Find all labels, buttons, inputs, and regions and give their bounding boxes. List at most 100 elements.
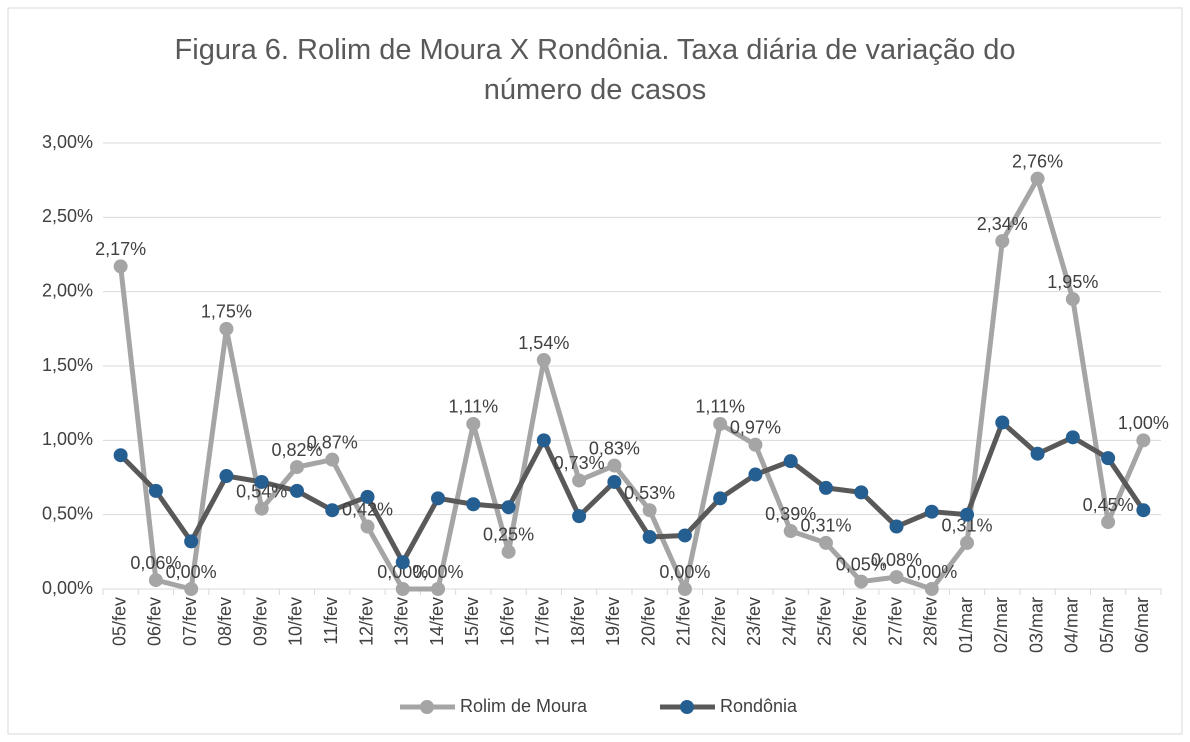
data-point [360,519,375,534]
data-point [572,473,587,488]
data-point [1136,503,1151,518]
data-point [501,544,516,559]
x-tick-label: 19/fev [603,597,623,646]
data-point [254,501,269,516]
data-point [677,582,692,596]
data-point [1101,515,1116,530]
data-point [325,503,340,518]
x-tick-label: 28/fev [921,597,941,646]
data-point [960,535,975,550]
data-label: 0,31% [800,516,851,536]
data-point [219,321,234,336]
data-point [1065,430,1080,445]
x-tick-label: 05/fev [109,597,129,646]
data-point [360,489,375,504]
x-tick-label: 27/fev [885,597,905,646]
x-tick-label: 14/fev [427,597,447,646]
data-point [607,458,622,473]
data-point [466,416,481,431]
data-point [677,528,692,543]
x-tick-label: 20/fev [638,597,658,646]
x-tick-label: 05/mar [1097,597,1117,653]
data-label: 1,75% [201,302,252,322]
data-label: 0,00% [906,562,957,582]
x-tick-label: 04/mar [1062,597,1082,653]
data-point [325,452,340,467]
data-label: 0,00% [413,562,464,582]
data-point [995,234,1010,249]
x-tick-label: 10/fev [286,597,306,646]
data-point [818,480,833,495]
data-point [501,500,516,515]
data-point [466,497,481,512]
data-label: 0,54% [236,481,287,501]
data-point [431,582,446,596]
data-point [642,529,657,544]
x-tick-label: 11/fev [321,597,341,645]
y-tick-label: 1,50% [42,355,93,375]
data-point [1136,433,1151,448]
data-point [1030,446,1045,461]
data-point [148,573,163,588]
data-point [1101,451,1116,466]
data-label: 0,39% [765,504,816,524]
data-label: 2,17% [95,239,146,259]
data-label: 2,34% [977,214,1028,234]
data-point [536,353,551,368]
data-label: 0,82% [271,440,322,460]
data-point [889,570,904,585]
data-point [1030,171,1045,186]
x-tick-label: 01/mar [956,597,976,653]
data-label: 1,00% [1118,413,1169,433]
x-tick-label: 06/mar [1132,597,1152,653]
data-point [960,507,975,522]
data-label: 0,00% [166,562,217,582]
data-label: 0,05% [836,554,887,574]
data-label: 0,73% [554,453,605,473]
x-tick-label: 13/fev [392,597,412,646]
data-point [289,483,304,498]
x-tick-label: 17/fev [533,597,553,646]
data-point [395,555,410,570]
y-tick-label: 1,00% [42,429,93,449]
data-point [713,416,728,431]
chart-title: Figura 6. Rolim de Moura X Rondônia. Tax… [174,34,1016,106]
data-point [783,524,798,539]
data-label: 1,11% [695,397,745,417]
data-label: 0,08% [871,550,922,570]
data-label: 0,97% [730,418,781,438]
data-point [184,582,199,596]
data-point [113,259,128,274]
x-tick-label: 03/mar [1026,597,1046,653]
data-point [254,474,269,489]
data-label: 0,06% [130,553,181,573]
legend-label: Rondônia [720,696,798,716]
data-point [818,535,833,550]
data-point [607,474,622,489]
data-point [924,504,939,519]
x-tick-label: 08/fev [215,597,235,646]
data-point [289,460,304,475]
x-tick-label: 22/fev [709,597,729,646]
data-point [431,491,446,506]
data-point [748,467,763,482]
data-label: 0,00% [659,562,710,582]
data-point [642,503,657,518]
y-tick-label: 2,00% [42,280,93,300]
y-tick-label: 3,00% [42,132,93,152]
x-tick-label: 09/fev [250,597,270,646]
x-tick-label: 07/fev [180,597,200,646]
x-tick-label: 12/fev [356,597,376,646]
data-point [783,454,798,469]
data-point [536,433,551,448]
legend-marker [420,700,434,714]
data-point [854,485,869,500]
data-point [889,519,904,534]
data-label: 0,87% [307,432,358,452]
data-point [148,483,163,498]
data-point [395,582,410,596]
x-tick-label: 21/fev [674,597,694,646]
data-label: 0,31% [942,516,993,536]
